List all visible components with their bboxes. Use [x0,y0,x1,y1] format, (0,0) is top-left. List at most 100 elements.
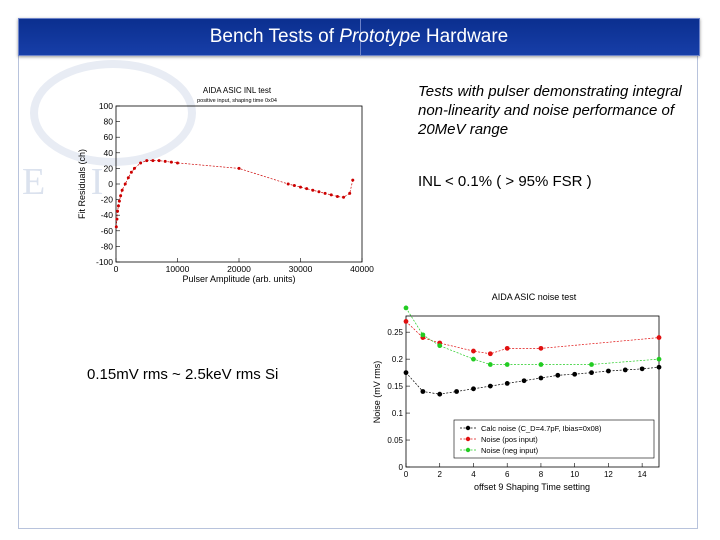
data-point [437,391,443,397]
data-point [656,335,662,340]
data-point [487,383,493,389]
y-tick-label: -20 [101,195,114,205]
data-point [323,191,327,195]
inl-y-axis-label: Fit Residuals (ch) [77,149,87,219]
data-point [317,190,321,194]
data-point [176,161,179,165]
data-point [329,193,333,197]
data-point [305,187,309,191]
inl-x-axis-label: Pulser Amplitude (arb. units) [182,274,295,284]
noise-statement: 0.15mV rms ~ 2.5keV rms Si [87,366,279,383]
legend-swatch-marker [465,436,471,442]
data-point [286,182,290,186]
legend-label: Noise (neg input) [481,446,539,455]
series-line-0 [405,366,660,395]
data-point [169,160,173,164]
test-description: Tests with pulser demonstrating integral… [418,83,682,138]
data-point [538,375,544,381]
data-point [114,225,118,229]
data-point [403,305,409,311]
slide-frame [18,55,698,529]
slide-title: Bench Tests of Prototype Hardware [209,26,509,47]
title-divider [360,19,361,55]
data-point [622,367,628,373]
data-point [129,170,133,174]
data-point [116,209,120,213]
data-point [351,178,355,182]
noise-plot-area [405,315,660,468]
data-point [139,161,143,165]
data-point [157,159,161,163]
data-point [471,348,476,354]
y-tick-label: 0.05 [387,436,403,445]
data-point [572,371,578,377]
data-point [311,188,315,192]
legend-label: Calc noise (C_D=4.7pF, Ibias=0x08) [481,424,602,433]
data-point [487,362,493,367]
x-tick-label: 20000 [227,264,251,274]
data-point [163,159,167,163]
y-tick-label: -40 [101,210,114,220]
x-tick-label: 8 [539,470,544,479]
data-point [504,362,510,367]
data-point [656,364,662,370]
series-line-0 [115,160,354,227]
noise-chart: AIDA ASIC noise test 0 2 4 6 8 10 12 14 0 0.05 0.1… [372,292,662,492]
y-tick-label: 20 [104,163,114,173]
data-point [504,381,510,386]
slide-title-bar: Bench Tests of Prototype Hardware [18,18,700,56]
noise-chart-title: AIDA ASIC noise test [492,292,577,302]
x-tick-label: 4 [471,470,476,479]
inl-plot-area [115,105,363,263]
y-tick-label: -80 [101,241,114,251]
y-tick-label: 40 [104,148,114,158]
inl-statement: INL < 0.1% ( > 95% FSR ) [418,173,592,190]
data-point [606,368,611,374]
noise-legend: Calc noise (C_D=4.7pF, Ibias=0x08) Noise … [453,419,655,459]
data-point [420,389,426,394]
data-point [403,370,409,376]
y-tick-label: 0.15 [387,382,403,391]
x-tick-label: 2 [438,470,443,479]
watermark-shape [30,60,196,166]
data-point [454,389,459,394]
y-tick-label: 80 [104,117,114,127]
data-point [589,362,594,367]
y-tick-label: -60 [101,226,114,236]
data-point [471,356,476,362]
data-point [555,372,561,378]
data-point [132,166,136,170]
data-point [292,184,296,188]
x-tick-label: 10000 [166,264,190,274]
series-line-1 [405,321,660,355]
data-point [639,366,645,372]
data-point [119,194,123,198]
data-point [504,345,510,351]
data-point [521,378,527,384]
data-point [120,188,124,192]
legend-label: Noise (pos input) [481,435,538,444]
y-tick-label: 100 [99,101,113,111]
data-point [348,191,352,195]
inl-chart-subtitle: positive input, shaping time 0x04 [197,98,277,104]
data-point [420,332,426,338]
x-tick-label: 10 [570,470,579,479]
data-point [335,194,339,198]
data-point [126,176,130,180]
data-point [403,318,409,324]
data-point [487,351,493,357]
inl-chart-title: AIDA ASIC INL test [203,86,272,95]
x-tick-label: 14 [638,470,647,479]
data-point [151,159,155,163]
noise-x-axis-label: offset 9 Shaping Time setting [474,482,590,492]
x-tick-label: 40000 [350,264,374,274]
data-point [299,185,302,189]
data-point [437,343,443,349]
x-tick-label: 0 [114,264,119,274]
y-tick-label: 0.1 [392,409,404,418]
x-tick-label: 0 [404,470,409,479]
data-point [116,204,120,208]
x-tick-label: 12 [604,470,613,479]
data-point [237,166,241,170]
noise-y-axis-label: Noise (mV rms) [372,361,382,424]
